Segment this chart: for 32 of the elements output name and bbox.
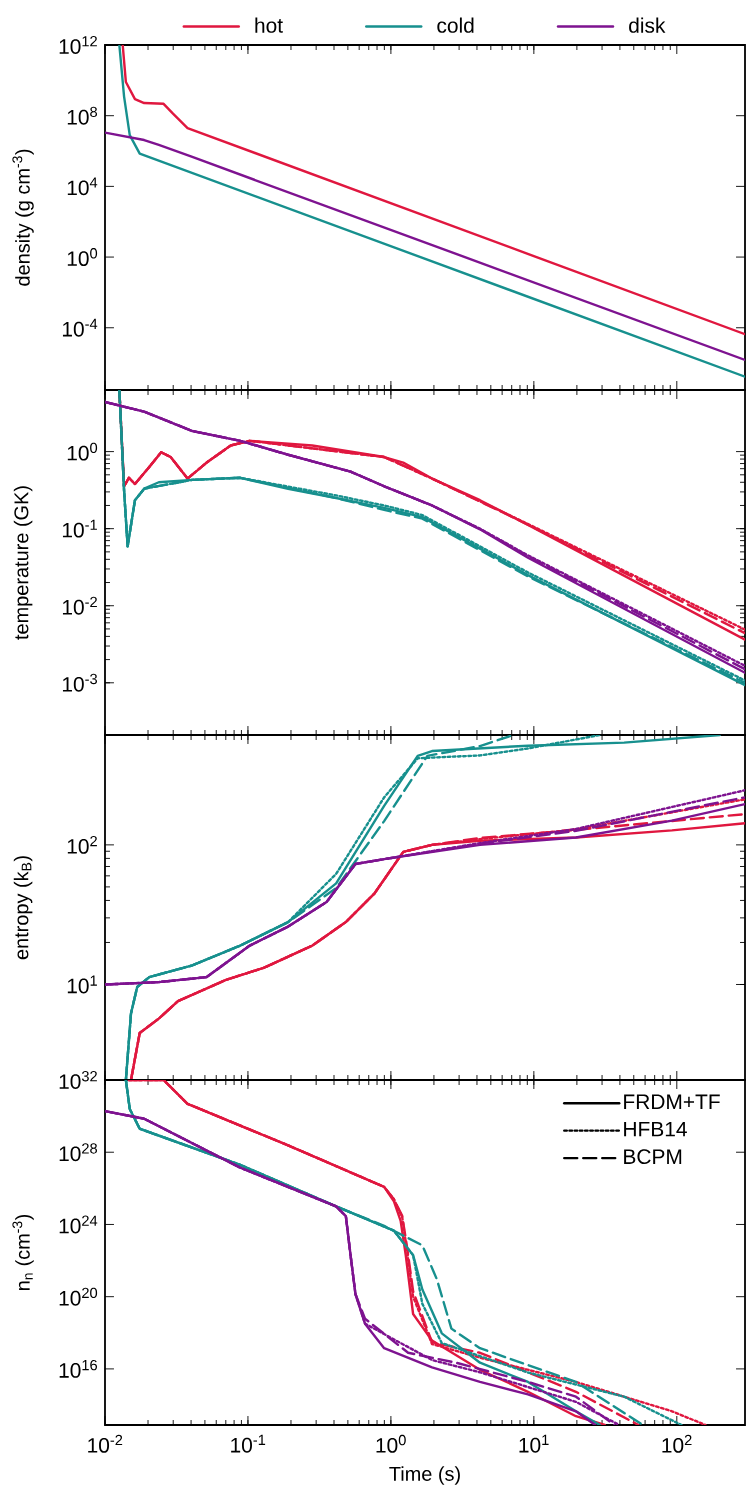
y-tick-label: 10$^{2}$ bbox=[67, 835, 97, 854]
legend-label: HFB14 bbox=[624, 1121, 687, 1137]
y-tick-label: 10$^{28}$ bbox=[59, 1143, 98, 1162]
y-tick-label: 10$^{8}$ bbox=[67, 106, 98, 125]
x-tick-label: 10$^{1}$ bbox=[519, 1434, 549, 1453]
y-tick-label: 10$^{24}$ bbox=[59, 1215, 98, 1234]
legend-label: disk bbox=[629, 17, 666, 33]
y-axis-title: n$_{n}$ (cm$^{-3}$) bbox=[12, 1214, 34, 1290]
y-tick-label: 10$^{4}$ bbox=[67, 177, 98, 196]
y-tick-label: 10$^{0}$ bbox=[67, 248, 98, 267]
y-tick-label: 10$^{-2}$ bbox=[62, 596, 97, 615]
y-tick-label: 10$^{16}$ bbox=[59, 1359, 98, 1378]
y-tick-label: 10$^{-1}$ bbox=[62, 519, 97, 538]
legend-label: BCPM bbox=[624, 1149, 682, 1165]
y-axis-title: temperature (GK) bbox=[13, 486, 33, 640]
y-tick-label: 10$^{-4}$ bbox=[62, 318, 98, 337]
x-tick-label: 10$^{-1}$ bbox=[231, 1434, 266, 1453]
x-tick-label: 10$^{-2}$ bbox=[88, 1434, 123, 1453]
y-tick-label: 10$^{20}$ bbox=[59, 1287, 98, 1306]
y-tick-label: 10$^{0}$ bbox=[67, 442, 98, 461]
y-tick-label: 10$^{1}$ bbox=[67, 975, 97, 994]
x-axis-title: Time (s) bbox=[389, 1466, 460, 1485]
y-tick-label: 10$^{-3}$ bbox=[62, 673, 98, 692]
legend-label: hot bbox=[255, 17, 283, 33]
x-tick-label: 10$^{0}$ bbox=[376, 1434, 406, 1453]
y-tick-label: 10$^{32}$ bbox=[59, 1071, 97, 1089]
y-axis-title: entropy (k$_{B}$) bbox=[13, 856, 33, 960]
y-tick-label: 10$^{12}$ bbox=[59, 36, 97, 54]
y-axis-title: density (g cm$^{-3}$) bbox=[12, 149, 34, 286]
legend-label: FRDM+TF bbox=[624, 1094, 720, 1109]
legend-label: cold bbox=[437, 17, 474, 33]
x-tick-label: 10$^{2}$ bbox=[662, 1434, 692, 1453]
